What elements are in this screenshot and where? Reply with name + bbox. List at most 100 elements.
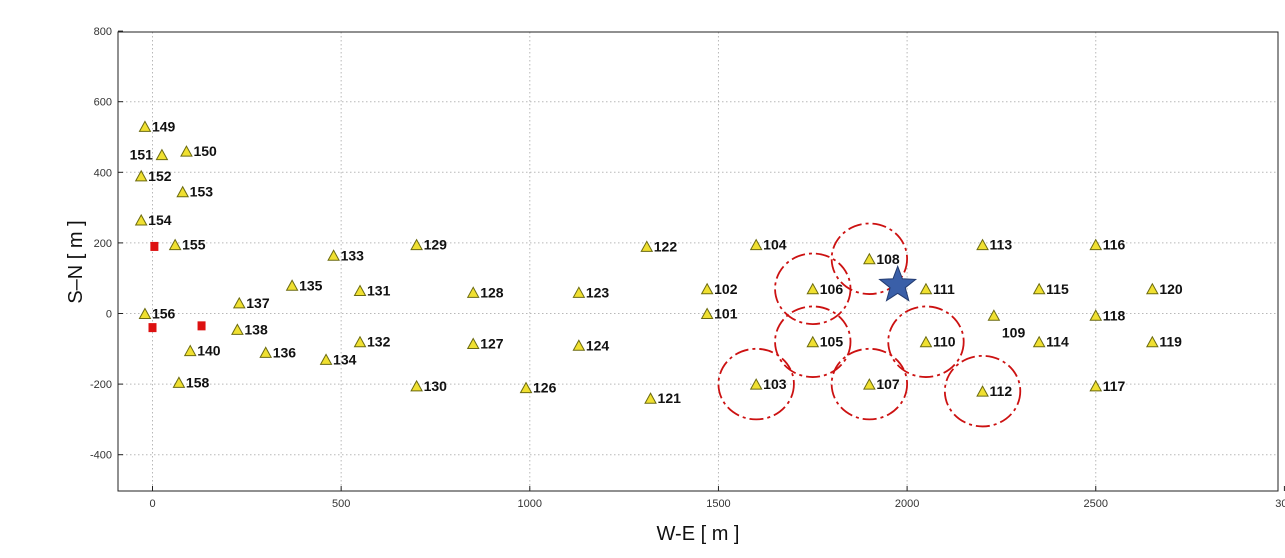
x-tick-label: 0 (149, 498, 155, 510)
station-label: 158 (186, 374, 210, 390)
x-axis-title: W-E [ m ] (657, 523, 740, 545)
station-marker (863, 252, 876, 265)
star-marker (878, 264, 918, 302)
station-marker (327, 249, 340, 261)
station-label: 120 (1159, 281, 1183, 297)
station-marker (180, 145, 193, 157)
station-marker (353, 284, 367, 297)
station-label: 121 (658, 390, 682, 406)
station-marker (863, 378, 876, 390)
station-marker (353, 335, 367, 348)
station-label: 140 (197, 343, 221, 359)
x-tick-label: 500 (332, 498, 350, 510)
station-marker (987, 309, 1001, 321)
station-label: 153 (190, 184, 214, 200)
station-label: 149 (152, 118, 176, 134)
station-marker (410, 379, 423, 392)
station-marker (155, 148, 169, 161)
station-marker (285, 279, 299, 291)
station-marker (231, 323, 244, 335)
station-label: 107 (876, 376, 900, 392)
station-marker (176, 185, 190, 198)
x-tick-label: 1500 (706, 498, 730, 510)
station-marker (1032, 282, 1046, 295)
x-tick-label: 2500 (1084, 498, 1108, 510)
station-marker (1145, 282, 1159, 295)
station-label: 129 (424, 237, 448, 253)
station-marker (466, 337, 480, 350)
station-marker (700, 282, 714, 295)
y-axis-title: S–N [ m ] (65, 220, 87, 303)
station-marker (319, 353, 333, 365)
station-marker (168, 238, 182, 251)
station-marker (1089, 309, 1103, 321)
station-label: 156 (152, 306, 176, 322)
station-label: 133 (341, 247, 365, 263)
station-label: 119 (1159, 334, 1182, 350)
station-label: 124 (586, 337, 610, 353)
station-marker (232, 296, 246, 309)
station-marker (976, 385, 989, 397)
station-label: 131 (367, 283, 391, 299)
coverage-circle (717, 347, 795, 421)
coverage-circles (717, 222, 1022, 428)
station-label: 122 (654, 238, 678, 254)
station-label: 134 (333, 351, 357, 367)
markers (134, 120, 1159, 404)
station-label: 117 (1103, 378, 1126, 394)
y-tick-label: 800 (94, 26, 112, 38)
station-label: 103 (763, 376, 787, 392)
station-label: 155 (182, 237, 206, 253)
station-label: 106 (820, 281, 844, 297)
station-label: 113 (990, 237, 1013, 253)
station-label: 118 (1103, 307, 1126, 323)
station-marker (640, 240, 654, 252)
station-label: 104 (763, 237, 787, 253)
coverage-circle (887, 305, 965, 378)
y-tick-label: 600 (94, 97, 112, 109)
station-label: 127 (480, 336, 504, 352)
station-marker (1145, 335, 1159, 348)
station-label: 130 (424, 378, 448, 394)
station-marker (572, 339, 586, 351)
station-label: 132 (367, 334, 391, 350)
station-label: 137 (246, 295, 270, 311)
coverage-circle (830, 222, 909, 295)
station-marker (919, 282, 933, 295)
station-marker (644, 392, 657, 404)
y-axis-ticks: -400 -200 0 200 400 600 800 (90, 26, 123, 462)
station-marker (138, 120, 152, 132)
station-label: 101 (714, 306, 738, 322)
y-tick-label: 400 (94, 167, 112, 179)
y-tick-label: 200 (94, 238, 112, 250)
station-label: 136 (273, 344, 297, 360)
x-tick-label: 300 (1275, 498, 1285, 510)
station-marker (700, 307, 714, 319)
station-marker (519, 381, 533, 394)
station-marker (466, 286, 480, 298)
coverage-circle (830, 347, 909, 421)
station-label: 115 (1046, 281, 1069, 297)
station-marker (183, 344, 197, 357)
station-marker (749, 238, 763, 251)
grid (118, 32, 1278, 491)
station-marker (806, 335, 820, 348)
coverage-circle (943, 354, 1022, 428)
station-label: 123 (586, 284, 610, 300)
station-marker (806, 282, 820, 295)
station-label: 110 (933, 334, 956, 350)
square-marker (197, 321, 206, 331)
station-marker (1032, 335, 1046, 348)
y-tick-label: 0 (106, 309, 112, 321)
station-label: 108 (876, 251, 900, 267)
station-label: 126 (533, 380, 557, 396)
station-label: 151 (130, 147, 154, 163)
station-label: 102 (714, 281, 738, 297)
station-label: 116 (1103, 237, 1126, 253)
station-marker (919, 335, 933, 348)
station-marker (172, 376, 186, 388)
station-label: 109 (1002, 324, 1026, 340)
x-axis-ticks: 0 500 1000 1500 2000 2500 300 (149, 486, 1285, 510)
station-marker (259, 346, 273, 358)
